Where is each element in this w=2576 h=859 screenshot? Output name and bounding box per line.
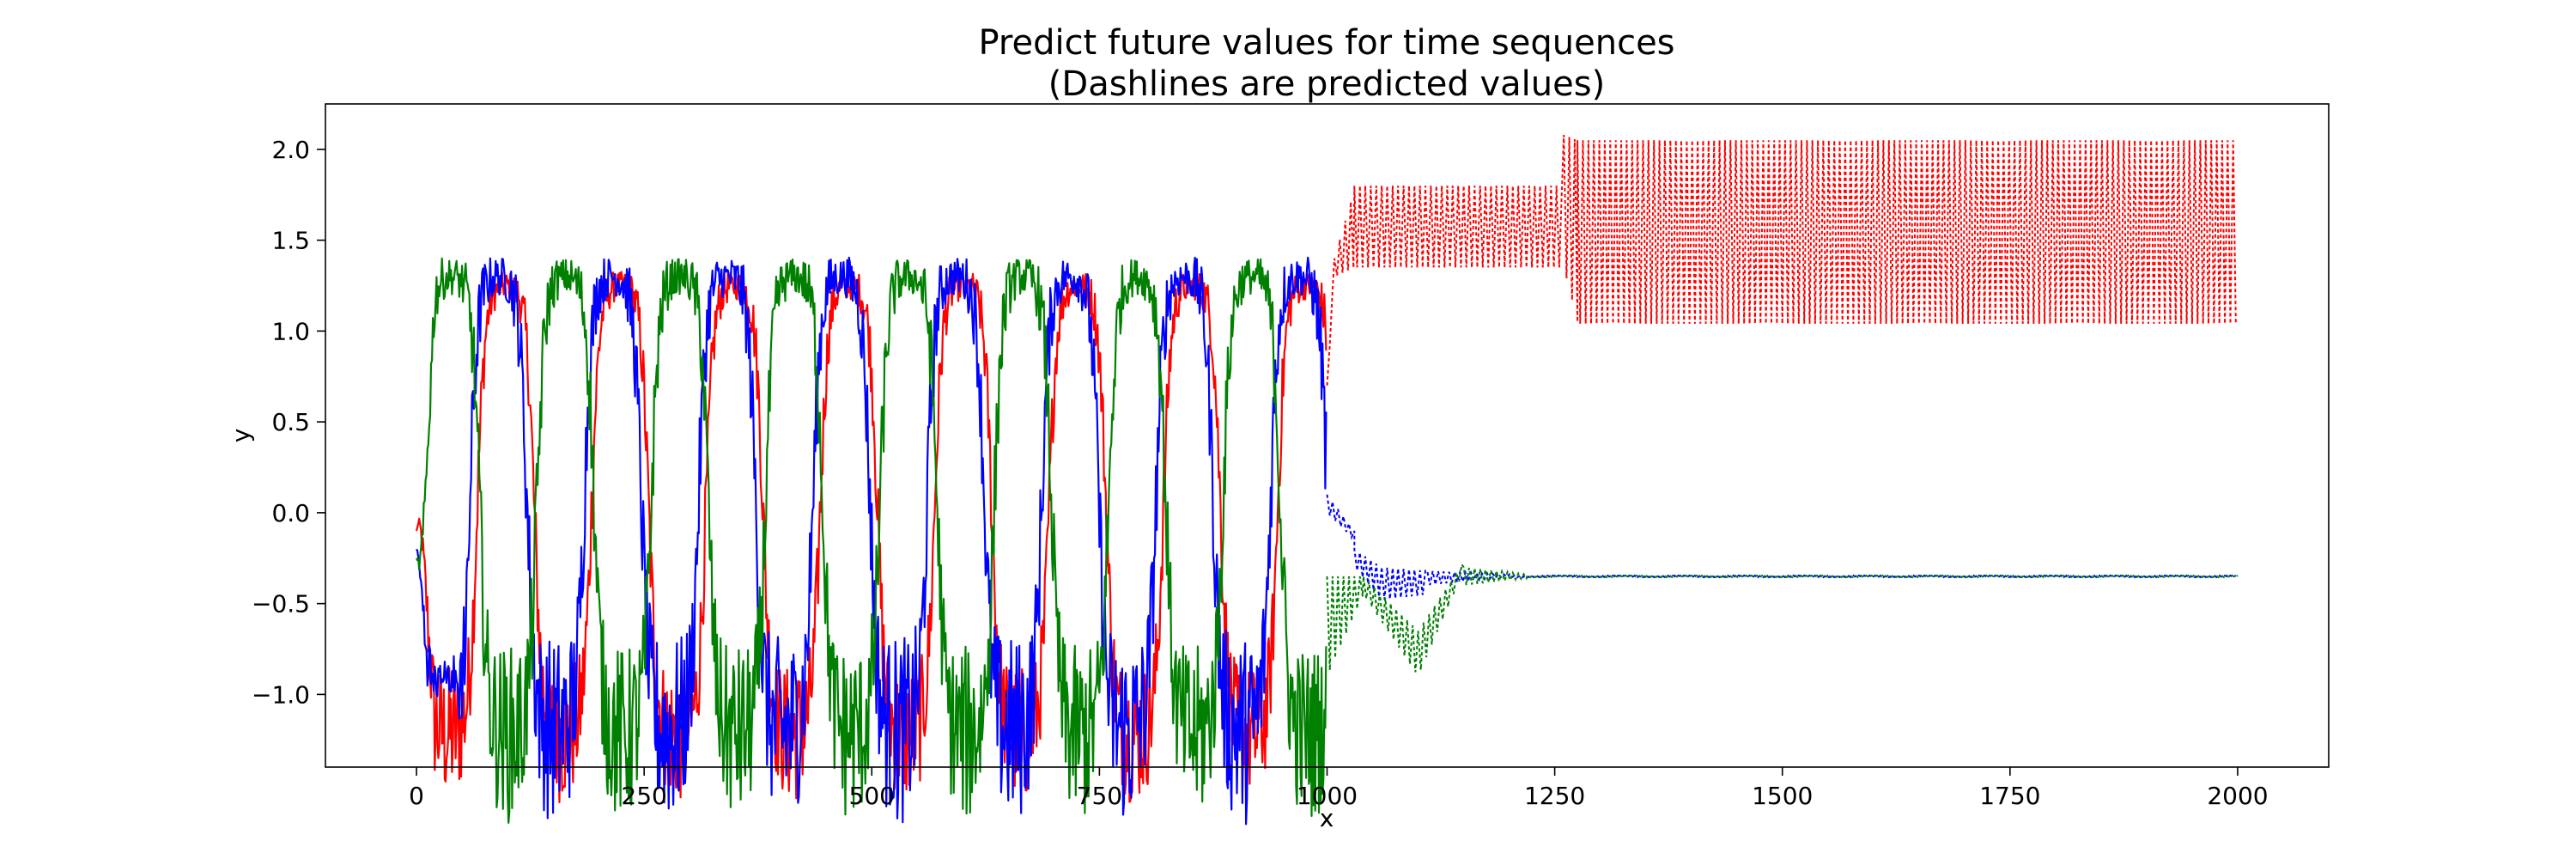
x-axis: 0 250 500 750 1000 1250 1500 1750 2000 bbox=[409, 767, 2269, 810]
y-axis-label: y bbox=[227, 429, 255, 443]
y-tick-label: 1.0 bbox=[271, 317, 310, 345]
observed-line bbox=[416, 256, 1327, 825]
y-tick-label: 0.5 bbox=[271, 408, 310, 436]
y-tick-label: 2.0 bbox=[271, 136, 310, 164]
y-tick-label: 1.5 bbox=[271, 227, 310, 255]
x-tick-label: 1250 bbox=[1524, 782, 1585, 810]
x-tick-label: 750 bbox=[1077, 782, 1122, 810]
observed-line bbox=[416, 257, 1327, 824]
y-tick-label: 0.0 bbox=[271, 499, 310, 527]
x-tick-label: 0 bbox=[409, 782, 424, 810]
chart-subtitle: (Dashlines are predicted values) bbox=[1048, 64, 1605, 104]
x-axis-label: x bbox=[1320, 804, 1334, 832]
x-tick-label: 2000 bbox=[2207, 782, 2268, 810]
x-tick-label: 1750 bbox=[1979, 782, 2040, 810]
x-tick-label: 1500 bbox=[1752, 782, 1813, 810]
plot-frame bbox=[325, 103, 2330, 768]
y-axis: −1.0 −0.5 0.0 0.5 1.0 1.5 2.0 bbox=[252, 136, 325, 709]
chart-title: Predict future values for time sequences bbox=[978, 23, 1674, 63]
predicted-line bbox=[1326, 562, 2239, 673]
y-tick-label: −1.0 bbox=[252, 680, 310, 709]
predicted-line bbox=[1326, 134, 2237, 386]
predicted-line bbox=[1326, 494, 2237, 600]
plot-series bbox=[415, 134, 2239, 825]
x-tick-label: 500 bbox=[849, 782, 895, 810]
x-tick-label: 250 bbox=[621, 782, 666, 810]
x-tick-label: 1000 bbox=[1297, 782, 1358, 810]
y-tick-label: −0.5 bbox=[252, 590, 310, 618]
